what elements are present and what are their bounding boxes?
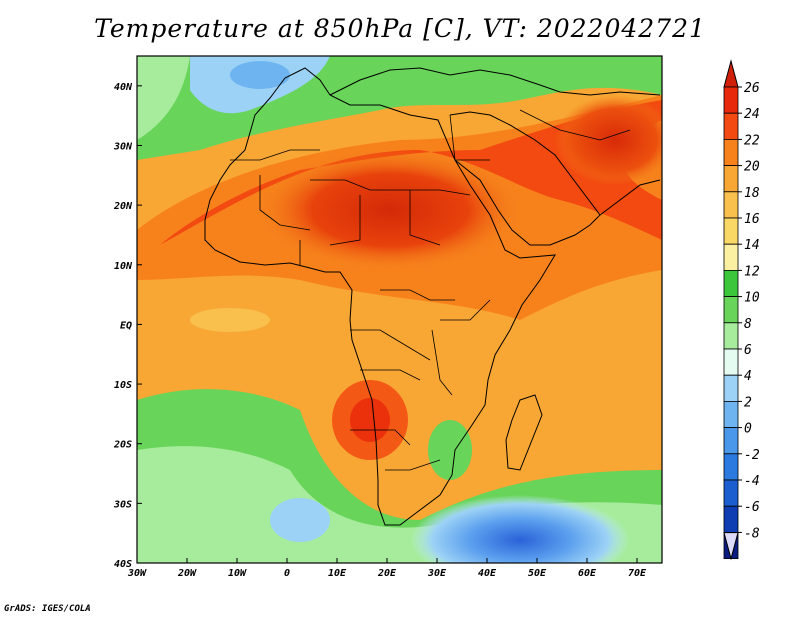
colorbar-swatch <box>723 374 739 402</box>
country-borders <box>230 109 631 471</box>
colorbar-label: 18 <box>744 186 760 201</box>
colorbar-label: 12 <box>744 264 760 279</box>
lon-tick-label: 0 <box>284 568 290 579</box>
chart-title: Temperature at 850hPa [C], VT: 202204272… <box>94 14 706 43</box>
lon-tick-label: 70E <box>628 568 647 579</box>
lat-tick-label: 20N <box>113 201 133 212</box>
lat-tick-label: 40S <box>114 559 132 570</box>
colorbar-label: 4 <box>744 369 752 384</box>
colorbar-swatch <box>723 400 739 428</box>
colorbar-label: 2 <box>744 395 752 410</box>
colorbar-swatch <box>723 217 739 245</box>
colorbar-label: 20 <box>744 160 760 175</box>
lon-tick-label: 50E <box>528 568 547 579</box>
temperature-field <box>137 56 662 563</box>
lon-tick-label: 30W <box>127 568 147 579</box>
coastlines <box>204 67 661 526</box>
colorbar-swatch <box>723 269 739 297</box>
lat-tick-label: 30S <box>113 499 132 510</box>
colorbar-label: -2 <box>744 448 760 463</box>
lon-tick-label: 20E <box>377 568 397 579</box>
longitude-axis: 30W 20W 10W 0 10E 20E 30E 40E 50E 60E 70E <box>127 558 647 579</box>
colorbar-swatch <box>723 322 739 350</box>
colorbar-swatch <box>723 296 739 324</box>
lat-tick-label: 10S <box>114 380 132 391</box>
colorbar-top-arrow <box>723 59 739 88</box>
colorbar-label: 8 <box>744 317 752 332</box>
lon-tick-label: 20W <box>177 568 197 579</box>
colorbar-label: 6 <box>744 343 752 358</box>
colorbar-swatch <box>723 348 739 376</box>
map-frame <box>136 55 663 564</box>
lat-tick-label: 10N <box>114 261 133 272</box>
colorbar-label: 26 <box>744 81 760 96</box>
colorbar-swatch <box>723 479 739 507</box>
lat-tick-label: 40N <box>114 82 133 93</box>
colorbar-bottom-arrow <box>723 532 739 561</box>
lat-tick-label: 20S <box>113 440 132 451</box>
colorbar-swatch <box>723 505 739 533</box>
colorbar-label: -8 <box>744 526 760 541</box>
colorbar-label: 14 <box>744 238 760 253</box>
colorbar-label: 10 <box>744 291 760 306</box>
lon-tick-label: 30E <box>427 568 447 579</box>
colorbar-swatch <box>723 243 739 271</box>
colorbar-label: -6 <box>744 500 760 515</box>
colorbar-swatch <box>723 138 739 166</box>
lon-tick-label: 10E <box>328 568 347 579</box>
credit-label: GrADS: IGES/COLA <box>4 604 91 614</box>
colorbar-label: -4 <box>744 474 760 489</box>
lon-tick-label: 10W <box>228 568 247 579</box>
lon-tick-label: 40E <box>478 568 497 579</box>
colorbar-label: 16 <box>744 212 760 227</box>
latitude-axis: 40N 30N 20N 10N EQ 10S 20S 30S 40S <box>113 82 142 570</box>
colorbar-swatch <box>723 86 739 114</box>
colorbar-label: 24 <box>744 107 760 122</box>
colorbar-label: 0 <box>744 422 752 437</box>
lat-tick-label: 30N <box>113 141 133 152</box>
colorbar-swatch <box>723 165 739 193</box>
lon-tick-label: 60E <box>578 568 597 579</box>
colorbar-swatch <box>723 453 739 481</box>
lat-tick-label: EQ <box>120 320 132 331</box>
colorbar-swatch <box>723 191 739 219</box>
colorbar-swatch <box>723 427 739 455</box>
colorbar-swatch <box>723 112 739 140</box>
colorbar-label: 22 <box>744 133 760 148</box>
